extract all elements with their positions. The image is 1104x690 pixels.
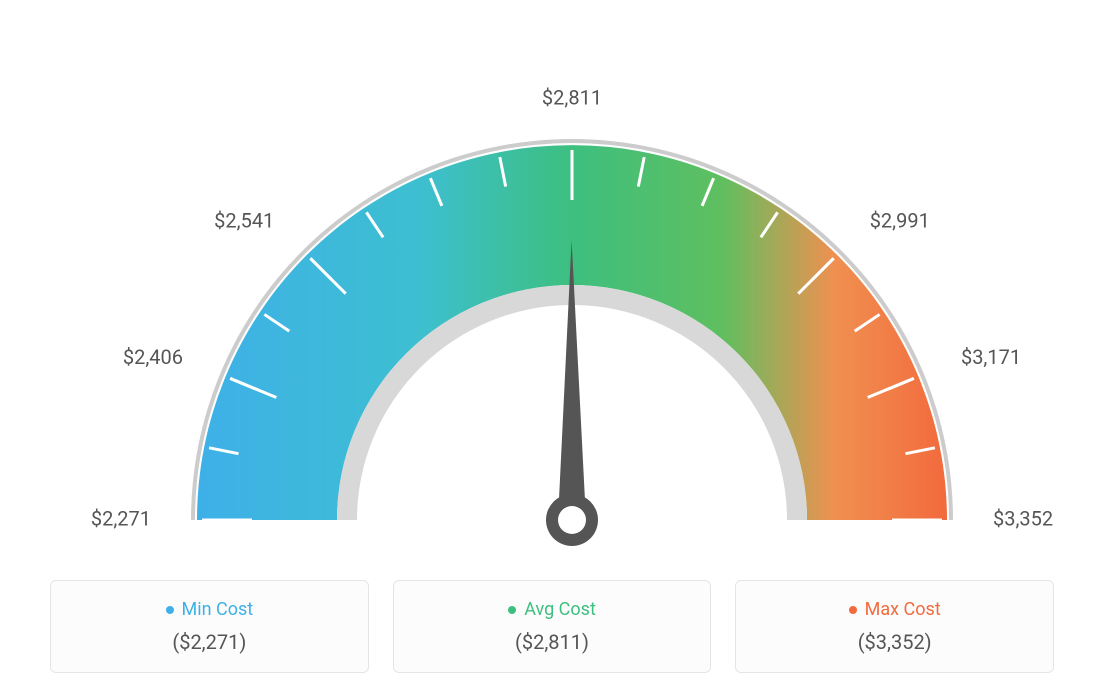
legend-text-min: Min Cost <box>182 599 254 620</box>
legend-card-max: Max Cost ($3,352) <box>735 580 1054 673</box>
gauge-tick-label: $3,352 <box>993 506 1053 530</box>
gauge-tick-label: $2,406 <box>123 345 183 369</box>
gauge-tick-label: $2,991 <box>870 209 930 233</box>
legend-label-avg: Avg Cost <box>414 599 691 620</box>
gauge-svg: $2,271 $2,406 $2,541 $2,811 $2,991 $3,171 $3,3… <box>20 20 1104 580</box>
legend-text-max: Max Cost <box>865 599 941 620</box>
legend-row: Min Cost ($2,271) Avg Cost ($2,811) Max … <box>20 580 1084 673</box>
legend-value-max: ($3,352) <box>756 630 1033 654</box>
legend-value-avg: ($2,811) <box>414 630 691 654</box>
legend-card-min: Min Cost ($2,271) <box>50 580 369 673</box>
gauge-tick-label: $2,541 <box>214 209 274 233</box>
gauge-chart: $2,271 $2,406 $2,541 $2,811 $2,991 $3,171 $3,3… <box>20 20 1084 580</box>
legend-text-avg: Avg Cost <box>524 599 596 620</box>
legend-label-max: Max Cost <box>756 599 1033 620</box>
legend-dot-avg <box>508 606 516 614</box>
legend-dot-max <box>849 606 857 614</box>
gauge-tick-label: $2,271 <box>91 506 151 530</box>
legend-value-min: ($2,271) <box>71 630 348 654</box>
legend-card-avg: Avg Cost ($2,811) <box>393 580 712 673</box>
gauge-tick-label: $3,171 <box>961 345 1021 369</box>
gauge-tick-label: $2,811 <box>542 85 602 109</box>
legend-label-min: Min Cost <box>71 599 348 620</box>
legend-dot-min <box>166 606 174 614</box>
